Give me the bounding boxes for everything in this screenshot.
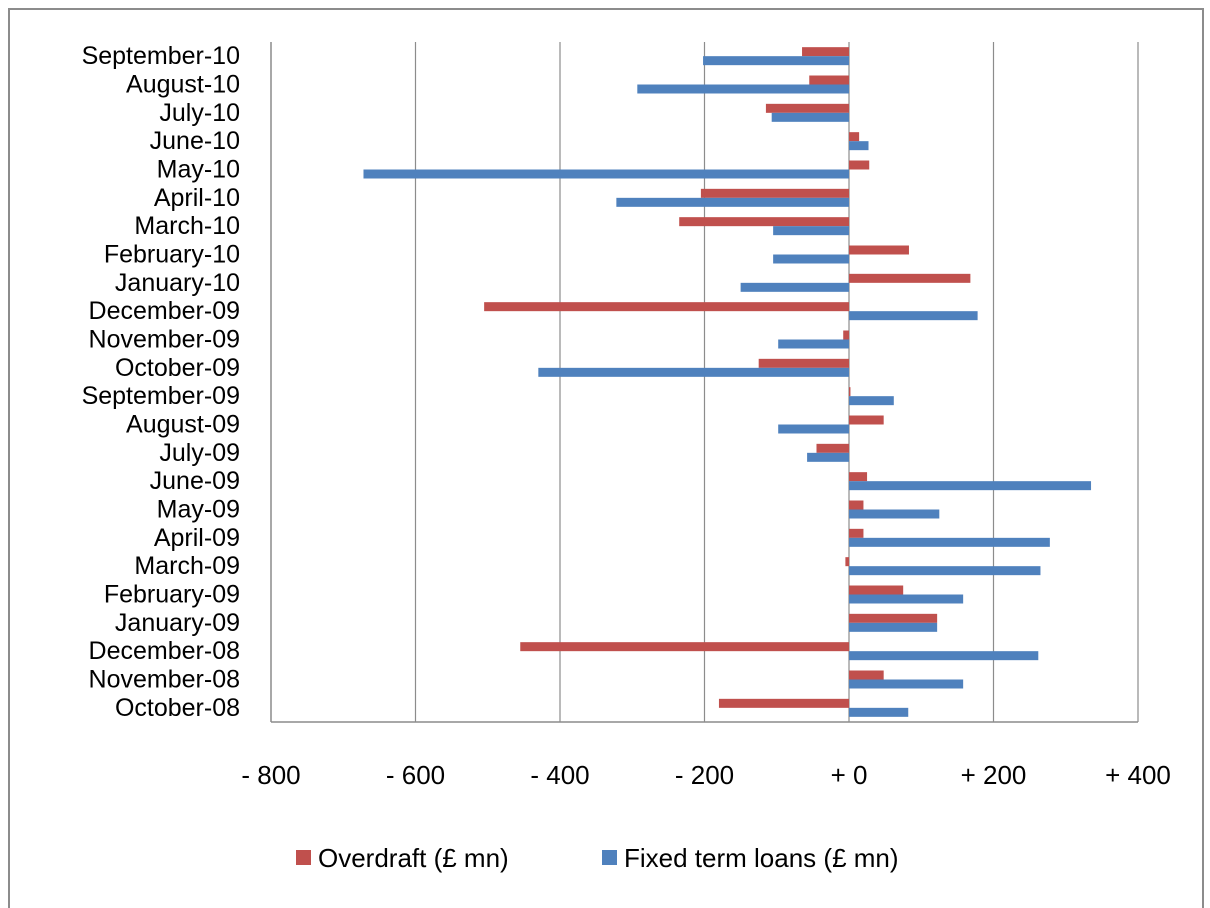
x-tick-label: - 600: [386, 760, 445, 790]
tick-labels: - 800 - 600 - 400 - 200 + 0 + 200 + 400: [241, 760, 1171, 790]
category-label: December-09: [89, 297, 240, 325]
bar-overdraft: [758, 358, 849, 368]
bar-overdraft: [484, 302, 849, 312]
bar-overdraft: [849, 132, 860, 142]
bar-overdraft: [802, 47, 849, 57]
category-label: July-09: [159, 439, 240, 467]
category-label: November-08: [89, 666, 240, 694]
bar-fixed-term-loans: [849, 509, 940, 519]
bar-overdraft: [809, 75, 849, 85]
bar-fixed-term-loans: [778, 339, 849, 349]
bars: [363, 47, 1092, 717]
category-label: September-10: [82, 42, 240, 70]
category-label: September-09: [82, 382, 240, 410]
bar-overdraft: [520, 642, 849, 652]
bar-fixed-term-loans: [849, 141, 869, 151]
axes: [270, 42, 1138, 723]
chart-frame: [8, 8, 1204, 908]
bar-fixed-term-loans: [849, 396, 894, 406]
bar-overdraft: [679, 217, 849, 227]
bar-overdraft: [849, 273, 971, 283]
bar-overdraft: [849, 500, 864, 510]
category-label: October-09: [115, 354, 240, 382]
bar-fixed-term-loans: [771, 112, 849, 122]
category-label: January-10: [115, 269, 240, 297]
bar-fixed-term-loans: [363, 169, 849, 179]
category-labels: October-08November-08December-08January-…: [82, 42, 240, 722]
category-label: December-08: [89, 637, 240, 665]
category-label: February-10: [104, 241, 240, 269]
bar-fixed-term-loans: [703, 56, 849, 66]
bar-fixed-term-loans: [849, 707, 909, 717]
category-label: October-08: [115, 694, 240, 722]
category-label: January-09: [115, 609, 240, 637]
bar-overdraft: [765, 103, 849, 113]
x-tick-label: - 400: [530, 760, 589, 790]
category-label: March-09: [134, 552, 240, 580]
category-label: February-09: [104, 581, 240, 609]
x-tick-label: - 800: [241, 760, 300, 790]
bar-fixed-term-loans: [849, 311, 978, 321]
legend-overdraft-swatch: [296, 850, 311, 865]
bar-fixed-term-loans: [538, 367, 849, 377]
bar-fixed-term-loans: [849, 622, 938, 632]
bar-overdraft: [849, 613, 938, 623]
bar-fixed-term-loans: [773, 254, 849, 264]
bar-fixed-term-loans: [849, 481, 1092, 491]
bar-overdraft: [816, 443, 849, 453]
gridlines: [414, 42, 1139, 722]
category-label: April-09: [154, 524, 240, 552]
bar-overdraft: [849, 528, 864, 538]
bar-overdraft: [700, 188, 849, 198]
legend-fixed-term-loans-swatch: [602, 850, 617, 865]
category-label: July-10: [159, 99, 240, 127]
bar-overdraft: [849, 670, 884, 680]
bar-fixed-term-loans: [616, 197, 849, 207]
bar-overdraft: [849, 387, 851, 397]
bar-overdraft: [845, 557, 849, 567]
bar-overdraft: [718, 698, 849, 708]
category-label: May-09: [157, 496, 240, 524]
bar-fixed-term-loans: [778, 424, 849, 434]
category-label: June-10: [150, 127, 240, 155]
x-tick-label: + 0: [831, 760, 868, 790]
legend-fixed-term-loans-label: Fixed term loans (£ mn): [624, 843, 899, 873]
bar-overdraft: [849, 160, 870, 170]
bar-overdraft: [849, 245, 909, 255]
bar-fixed-term-loans: [849, 651, 1039, 661]
x-tick-label: + 200: [961, 760, 1027, 790]
bar-overdraft: [849, 585, 904, 595]
x-tick-label: + 400: [1105, 760, 1171, 790]
bar-overdraft: [843, 330, 849, 340]
category-label: August-09: [126, 411, 240, 439]
x-tick-label: - 200: [675, 760, 734, 790]
bar-fixed-term-loans: [849, 679, 964, 689]
bar-fixed-term-loans: [637, 84, 849, 94]
bar-fixed-term-loans: [849, 594, 964, 604]
bar-overdraft: [849, 472, 868, 482]
category-label: March-10: [134, 212, 240, 240]
legend: Overdraft (£ mn) Fixed term loans (£ mn): [296, 843, 899, 873]
bar-fixed-term-loans: [740, 282, 849, 292]
bar-fixed-term-loans: [849, 566, 1041, 576]
category-label: November-09: [89, 326, 240, 354]
legend-overdraft-label: Overdraft (£ mn): [318, 843, 509, 873]
bar-fixed-term-loans: [849, 537, 1050, 547]
category-label: June-09: [150, 467, 240, 495]
category-label: August-10: [126, 71, 240, 99]
bar-fixed-term-loans: [773, 226, 849, 236]
category-label: April-10: [154, 184, 240, 212]
bar-fixed-term-loans: [807, 452, 849, 462]
bar-overdraft: [849, 415, 884, 425]
category-label: May-10: [157, 156, 240, 184]
